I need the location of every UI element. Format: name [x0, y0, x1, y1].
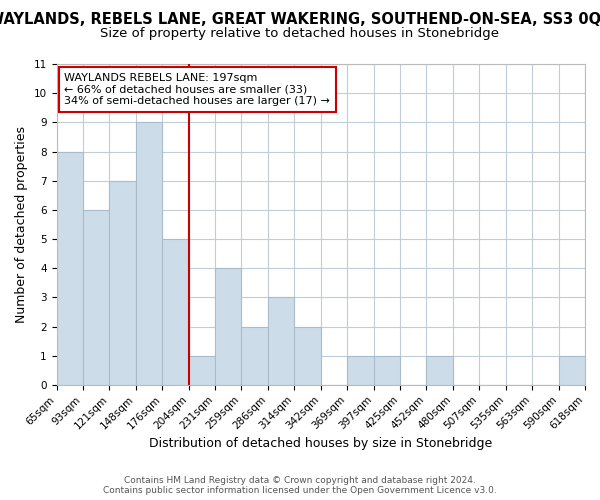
Bar [162, 239, 188, 385]
Bar [136, 122, 162, 385]
Bar [295, 326, 321, 385]
Text: WAYLANDS, REBELS LANE, GREAT WAKERING, SOUTHEND-ON-SEA, SS3 0QE: WAYLANDS, REBELS LANE, GREAT WAKERING, S… [0, 12, 600, 28]
Bar [374, 356, 400, 385]
Text: WAYLANDS REBELS LANE: 197sqm
← 66% of detached houses are smaller (33)
34% of se: WAYLANDS REBELS LANE: 197sqm ← 66% of de… [64, 73, 331, 106]
Bar [83, 210, 109, 385]
Bar [241, 326, 268, 385]
Bar [215, 268, 241, 385]
Text: Size of property relative to detached houses in Stonebridge: Size of property relative to detached ho… [101, 28, 499, 40]
Bar [188, 356, 215, 385]
Y-axis label: Number of detached properties: Number of detached properties [15, 126, 28, 323]
Bar [559, 356, 585, 385]
Text: Contains HM Land Registry data © Crown copyright and database right 2024.
Contai: Contains HM Land Registry data © Crown c… [103, 476, 497, 495]
X-axis label: Distribution of detached houses by size in Stonebridge: Distribution of detached houses by size … [149, 437, 493, 450]
Bar [109, 180, 136, 385]
Bar [56, 152, 83, 385]
Bar [268, 298, 295, 385]
Bar [347, 356, 374, 385]
Bar [427, 356, 453, 385]
